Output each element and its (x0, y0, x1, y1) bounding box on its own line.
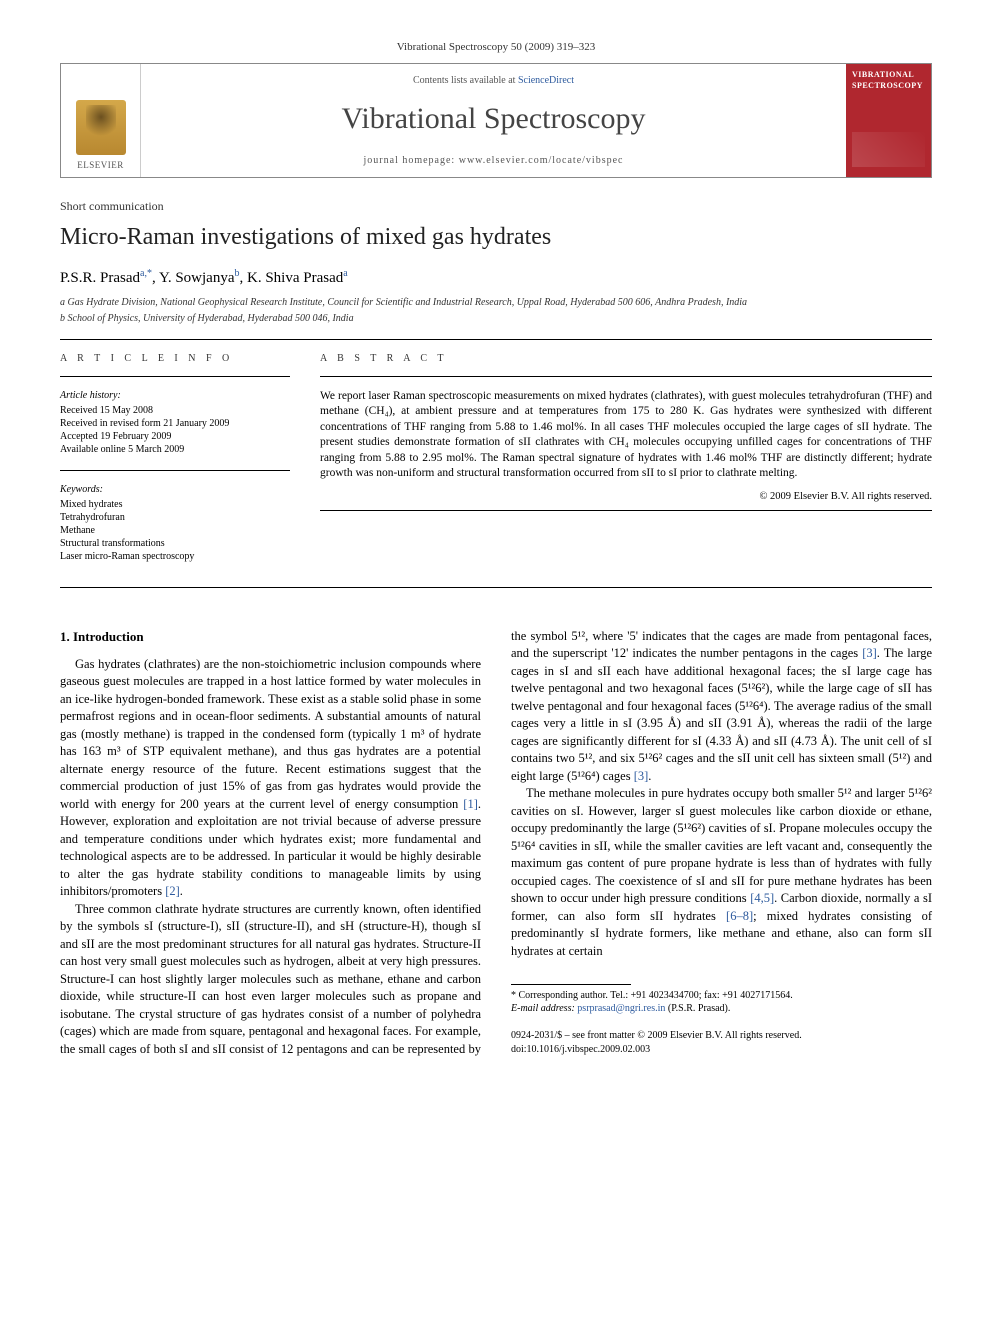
author-1-sup: a,* (140, 268, 152, 279)
cover-title: VIBRATIONAL SPECTROSCOPY (852, 70, 925, 92)
p1-text-b: . However, exploration and exploitation … (60, 797, 481, 899)
p2-text-b: . The large cages in sI and sII each hav… (511, 646, 932, 783)
running-header: Vibrational Spectroscopy 50 (2009) 319–3… (60, 40, 932, 55)
elsevier-tree-icon (76, 100, 126, 155)
keyword-3: Structural transformations (60, 537, 290, 550)
abstract-divider-bottom (320, 510, 932, 511)
info-divider-2 (60, 470, 290, 471)
abstract-text: We report laser Raman spectroscopic meas… (320, 389, 932, 482)
p1-text-c: . (180, 884, 183, 898)
author-list: P.S.R. Prasada,*, Y. Sowjanyab, K. Shiva… (60, 267, 932, 288)
divider-top (60, 339, 932, 340)
p3-text-a: The methane molecules in pure hydrates o… (511, 786, 932, 905)
affiliation-b: b School of Physics, University of Hyder… (60, 312, 932, 326)
article-info-column: A R T I C L E I N F O Article history: R… (60, 352, 290, 577)
author-3-sup: a (343, 268, 347, 279)
author-1: P.S.R. Prasad (60, 270, 140, 286)
email-suffix: (P.S.R. Prasad). (665, 1003, 730, 1014)
affiliations: a Gas Hydrate Division, National Geophys… (60, 296, 932, 325)
divider-bottom (60, 587, 932, 588)
doi-line: doi:10.1016/j.vibspec.2009.02.003 (511, 1043, 932, 1057)
history-received: Received 15 May 2008 (60, 404, 290, 417)
masthead: ELSEVIER Contents lists available at Sci… (60, 63, 932, 179)
email-link[interactable]: psrprasad@ngri.res.in (577, 1003, 665, 1014)
history-label: Article history: (60, 389, 290, 402)
article-info-label: A R T I C L E I N F O (60, 352, 290, 366)
history-accepted: Accepted 19 February 2009 (60, 430, 290, 443)
affiliation-a: a Gas Hydrate Division, National Geophys… (60, 296, 932, 310)
ref-3a[interactable]: [3] (862, 646, 877, 660)
ref-3b[interactable]: [3] (634, 769, 649, 783)
homepage-prefix: journal homepage: (364, 155, 459, 166)
contents-prefix: Contents lists available at (413, 75, 518, 86)
abstract-copyright: © 2009 Elsevier B.V. All rights reserved… (320, 490, 932, 504)
ref-45[interactable]: [4,5] (750, 891, 774, 905)
article-title: Micro-Raman investigations of mixed gas … (60, 221, 932, 253)
homepage-url[interactable]: www.elsevier.com/locate/vibspec (459, 155, 624, 166)
article-history: Article history: Received 15 May 2008 Re… (60, 389, 290, 456)
email-label: E-mail address: (511, 1003, 577, 1014)
keyword-1: Tetrahydrofuran (60, 511, 290, 524)
contents-line: Contents lists available at ScienceDirec… (151, 74, 836, 88)
footnotes: * Corresponding author. Tel.: +91 402343… (511, 989, 932, 1015)
abstract-label: A B S T R A C T (320, 352, 932, 366)
cover-graphic (852, 132, 925, 167)
history-revised: Received in revised form 21 January 2009 (60, 417, 290, 430)
keyword-2: Methane (60, 524, 290, 537)
ref-2[interactable]: [2] (165, 884, 180, 898)
journal-title: Vibrational Spectroscopy (151, 99, 836, 140)
paragraph-1: Gas hydrates (clathrates) are the non-st… (60, 656, 481, 901)
copyright-footer: 0924-2031/$ – see front matter © 2009 El… (511, 1029, 932, 1057)
article-type: Short communication (60, 198, 932, 214)
homepage-line: journal homepage: www.elsevier.com/locat… (151, 154, 836, 168)
ref-68[interactable]: [6–8] (726, 909, 753, 923)
sciencedirect-link[interactable]: ScienceDirect (518, 75, 574, 86)
author-3: K. Shiva Prasad (247, 270, 343, 286)
front-matter-line: 0924-2031/$ – see front matter © 2009 El… (511, 1029, 932, 1043)
p1-text-a: Gas hydrates (clathrates) are the non-st… (60, 657, 481, 811)
p2-text-c: . (648, 769, 651, 783)
footnote-separator (511, 984, 631, 985)
corresponding-author: * Corresponding author. Tel.: +91 402343… (511, 989, 932, 1002)
author-2: Y. Sowjanya (159, 270, 235, 286)
author-2-sup: b (235, 268, 240, 279)
publisher-label: ELSEVIER (77, 159, 124, 171)
keywords-block: Keywords: Mixed hydrates Tetrahydrofuran… (60, 483, 290, 563)
abstract-divider (320, 376, 932, 377)
keyword-0: Mixed hydrates (60, 498, 290, 511)
body-text: 1. Introduction Gas hydrates (clathrates… (60, 628, 932, 1059)
keyword-4: Laser micro-Raman spectroscopy (60, 550, 290, 563)
section-1-heading: 1. Introduction (60, 628, 481, 646)
publisher-block: ELSEVIER (61, 64, 141, 178)
abstract-column: A B S T R A C T We report laser Raman sp… (320, 352, 932, 577)
history-online: Available online 5 March 2009 (60, 443, 290, 456)
paragraph-3: The methane molecules in pure hydrates o… (511, 785, 932, 960)
journal-cover: VIBRATIONAL SPECTROSCOPY (846, 64, 931, 178)
info-divider-1 (60, 376, 290, 377)
keywords-label: Keywords: (60, 483, 290, 496)
ref-1[interactable]: [1] (463, 797, 478, 811)
email-line: E-mail address: psrprasad@ngri.res.in (P… (511, 1002, 932, 1015)
